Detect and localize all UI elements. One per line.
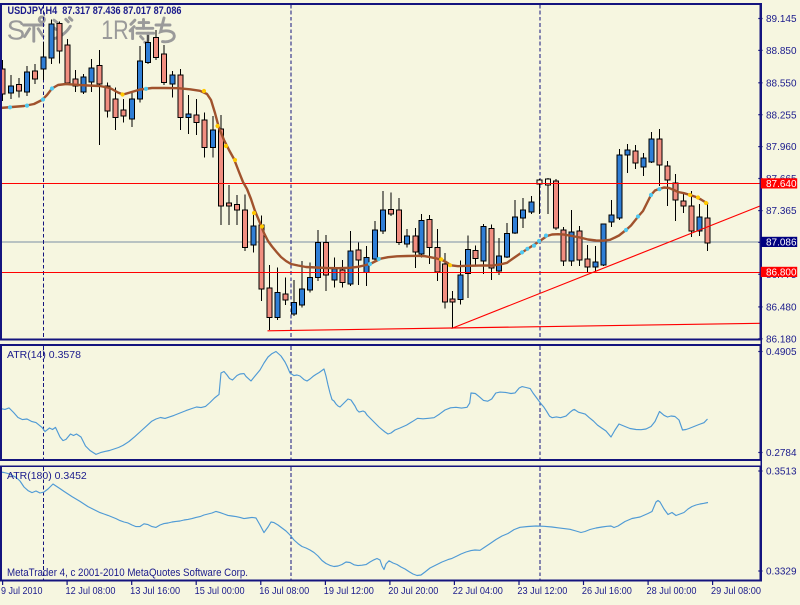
svg-text:28 Jul 00:00: 28 Jul 00:00 [647, 585, 697, 597]
svg-text:ATR(180) 0.3452: ATR(180) 0.3452 [7, 470, 87, 482]
svg-text:87.086: 87.086 [766, 237, 797, 249]
svg-text:9 Jul 2010: 9 Jul 2010 [1, 585, 43, 597]
svg-text:89.145: 89.145 [766, 13, 797, 25]
svg-text:23 Jul 12:00: 23 Jul 12:00 [517, 585, 567, 597]
svg-text:87.365: 87.365 [766, 205, 797, 217]
svg-text:22 Jul 04:00: 22 Jul 04:00 [453, 585, 503, 597]
svg-text:1R: 1R [101, 15, 129, 45]
svg-text:87.960: 87.960 [766, 141, 797, 153]
svg-text:MetaTrader 4, c 2001-2010 Meta: MetaTrader 4, c 2001-2010 MetaQuotes Sof… [7, 567, 248, 579]
svg-text:88.550: 88.550 [766, 77, 797, 89]
svg-text:USDJPY,H4 87.317 87.436 87.01: USDJPY,H4 87.317 87.436 87.017 87.086 [8, 5, 182, 17]
svg-text:0.2784: 0.2784 [766, 447, 797, 459]
svg-text:S: S [7, 14, 25, 45]
svg-text:0.3513: 0.3513 [766, 466, 797, 478]
svg-text:20 Jul 20:00: 20 Jul 20:00 [388, 585, 438, 597]
svg-text:29 Jul 08:00: 29 Jul 08:00 [711, 585, 761, 597]
svg-text:86.180: 86.180 [766, 333, 797, 345]
svg-text:26 Jul 16:00: 26 Jul 16:00 [582, 585, 632, 597]
svg-text:0.4905: 0.4905 [766, 346, 797, 358]
svg-text:16 Jul 08:00: 16 Jul 08:00 [259, 585, 309, 597]
svg-text:15 Jul 00:00: 15 Jul 00:00 [195, 585, 245, 597]
svg-text:13 Jul 16:00: 13 Jul 16:00 [130, 585, 180, 597]
svg-text:0.3329: 0.3329 [766, 566, 797, 578]
svg-text:12 Jul 08:00: 12 Jul 08:00 [66, 585, 116, 597]
svg-text:19 Jul 12:00: 19 Jul 12:00 [324, 585, 374, 597]
svg-text:88.255: 88.255 [766, 109, 797, 121]
svg-text:87.640: 87.640 [766, 178, 797, 190]
svg-text:88.850: 88.850 [766, 45, 797, 57]
svg-text:86.800: 86.800 [766, 267, 797, 279]
svg-text:86.480: 86.480 [766, 302, 797, 314]
svg-text:ATR(14) 0.3578: ATR(14) 0.3578 [7, 349, 81, 361]
